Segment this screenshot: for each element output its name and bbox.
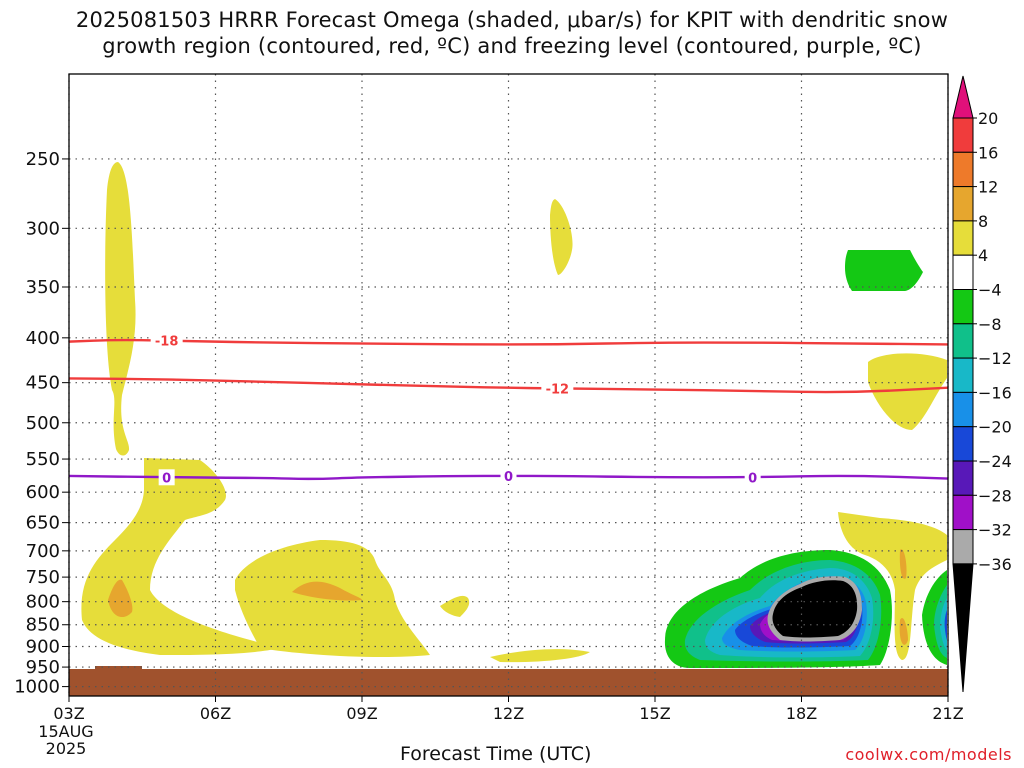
colorbar-label: −28 [978, 486, 1012, 505]
colorbar-arrow-top [952, 75, 974, 119]
x-tick-label: 09Z [346, 704, 377, 723]
y-tick-label: 800 [26, 592, 60, 613]
colorbar-label: 20 [978, 109, 998, 128]
contour-label: 0 [748, 471, 757, 486]
x-tick-sublabel: 2025 [46, 739, 87, 758]
y-tick-label: 750 [26, 567, 60, 588]
colorbar-arrow-bottom [952, 563, 974, 693]
y-tick-label: 500 [26, 413, 60, 434]
colorbar-label: −12 [978, 349, 1012, 368]
colorbar-swatch [952, 494, 974, 531]
colorbar-swatch [952, 426, 974, 462]
y-tick-label: 300 [26, 218, 60, 239]
colorbar-label: −24 [978, 452, 1012, 471]
omega-region [772, 580, 858, 638]
colorbar-label: −20 [978, 418, 1012, 437]
omega-region [105, 162, 136, 456]
x-tick-label: 15Z [639, 704, 670, 723]
colorbar-label: −8 [978, 315, 1002, 334]
colorbar-swatch [952, 323, 974, 359]
omega-region [490, 649, 590, 663]
contour-label: 0 [162, 471, 171, 486]
colorbar-swatch [952, 529, 974, 565]
x-tick-label: 03Z [53, 704, 84, 723]
x-tick-label: 21Z [932, 704, 963, 723]
credit-text: coolwx.com/models [845, 745, 1012, 764]
colorbar-swatch [952, 391, 974, 428]
ground-fill [69, 666, 948, 696]
omega-region [845, 250, 923, 291]
chart-title-line1: 2025081503 HRRR Forecast Omega (shaded, … [75, 8, 949, 32]
y-tick-label: 450 [26, 373, 60, 394]
colorbar-swatch [952, 151, 974, 188]
y-tick-label: 1000 [14, 677, 60, 698]
x-tick-label: 18Z [786, 704, 817, 723]
colorbar-label: −4 [978, 281, 1002, 300]
colorbar-swatch [952, 460, 974, 496]
contour-label-bg [158, 469, 175, 486]
colorbar-label: −16 [978, 383, 1012, 402]
contour-label: -12 [546, 383, 570, 398]
y-tick-label: 400 [26, 328, 60, 349]
contour-label-bg [150, 332, 183, 349]
contour-line [69, 474, 948, 481]
colorbar-swatch [952, 220, 974, 256]
chart-title-line2: growth region (contoured, red, ºC) and f… [102, 34, 922, 58]
colorbar-swatch [952, 186, 974, 222]
y-tick-label: 700 [26, 541, 60, 562]
y-tick-label: 250 [26, 149, 60, 170]
omega-region [440, 595, 470, 617]
colorbar-swatch [952, 289, 974, 325]
colorbar-label: −36 [978, 555, 1012, 574]
y-tick-label: 950 [26, 657, 60, 678]
contour-line [69, 338, 948, 346]
omega-region [868, 353, 947, 430]
omega-region [944, 610, 947, 640]
colorbar-label: 8 [978, 212, 988, 231]
x-tick-label: 12Z [493, 704, 524, 723]
omega-region [108, 579, 133, 617]
contour-label-bg [744, 469, 761, 486]
colorbar-swatch [952, 357, 974, 393]
contour-labels: -18 -12 0 0 0 [150, 332, 761, 486]
colorbar: 20 16 12 8 4 −4 −8 −12 −16 −20 −24 −28 −32 −36 [952, 75, 1012, 693]
omega-region [550, 199, 573, 275]
colorbar-label: 4 [978, 246, 988, 265]
y-tick-label: 650 [26, 513, 60, 534]
x-axis-title: Forecast Time (UTC) [400, 743, 592, 765]
omega-region [838, 512, 947, 660]
omega-region [899, 549, 907, 579]
colorbar-swatch [952, 254, 974, 290]
y-tick-label: 900 [26, 636, 60, 657]
colorbar-label: 12 [978, 178, 998, 197]
contour-label: -18 [155, 335, 179, 350]
contour-line [69, 377, 948, 394]
y-axis: 2503003504004505005506006507007508008509… [14, 149, 69, 698]
contour-label-bg [541, 380, 574, 397]
y-tick-label: 850 [26, 615, 60, 636]
contour-label: 0 [504, 470, 513, 485]
colorbar-label: −32 [978, 521, 1012, 540]
colorbar-swatch [952, 117, 974, 153]
temperature-contours [69, 338, 948, 481]
colorbar-label: 16 [978, 143, 998, 162]
y-tick-label: 550 [26, 449, 60, 470]
contour-label-bg [500, 467, 517, 484]
x-tick-sublabel: 15AUG [38, 722, 93, 741]
y-tick-label: 600 [26, 482, 60, 503]
omega-region [292, 581, 362, 601]
omega-shading [69, 162, 948, 696]
omega-region [940, 598, 947, 650]
x-tick-label: 06Z [200, 704, 231, 723]
y-tick-label: 350 [26, 277, 60, 298]
